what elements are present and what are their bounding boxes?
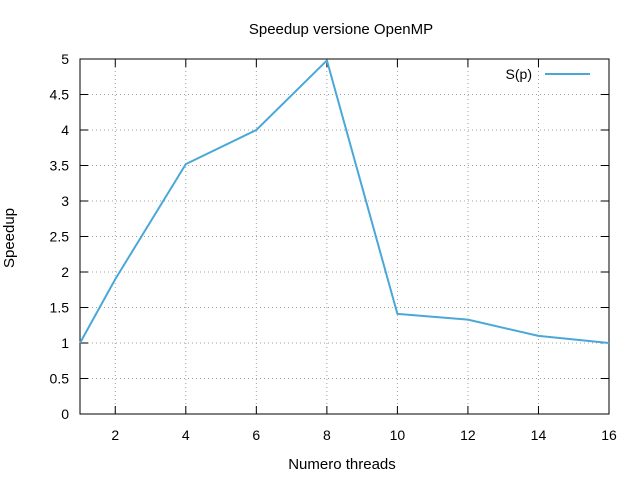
y-tick-label: 4 [61,122,69,138]
x-tick-label: 16 [601,427,617,443]
x-tick-label: 6 [252,427,260,443]
y-tick-label: 1.5 [50,300,70,316]
grid-layer [80,59,609,414]
legend-label: S(p) [506,66,532,82]
x-tick-label: 4 [182,427,190,443]
x-tick-label: 2 [111,427,119,443]
plot-frame [79,58,610,415]
y-axis-label: Speedup [1,208,18,268]
y-tick-label: 0.5 [50,371,70,387]
chart-title: Speedup versione OpenMP [249,21,433,38]
legend: S(p) [506,66,590,82]
y-tick-label: 2.5 [50,229,70,245]
y-tick-label: 3.5 [50,158,70,174]
y-tick-label: 4.5 [50,87,70,103]
x-tick-label: 12 [460,427,476,443]
x-tick-label: 10 [390,427,406,443]
x-tick-label: 8 [323,427,331,443]
y-tick-label: 5 [61,51,69,67]
y-tick-label: 2 [61,264,69,280]
series-line-1 [79,59,610,344]
series-layer [79,59,610,344]
y-tick-label: 1 [61,335,69,351]
y-tick-label: 3 [61,193,69,209]
x-tick-label: 14 [531,427,547,443]
x-axis-label: Numero threads [288,456,396,473]
y-tick-label: 0 [61,406,69,422]
axes-layer: 0 0.5 1 1.5 2 2.5 3 3.5 4 4.5 5 2 4 6 8 10 12 14 16 [50,51,617,443]
